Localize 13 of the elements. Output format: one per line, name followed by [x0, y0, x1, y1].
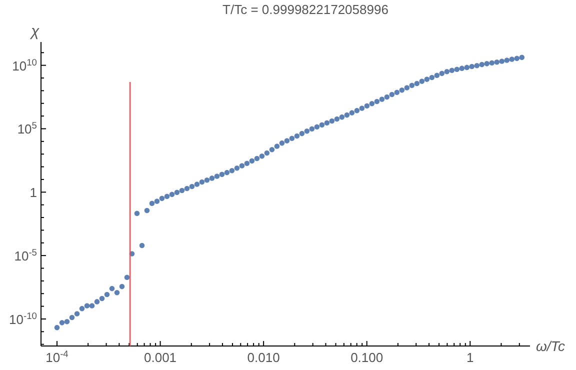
x-axis-title: ω/Tc [536, 338, 566, 354]
x-tick-label: 10$^{-4}$ [46, 349, 68, 365]
x-tick-label: 0.100 [350, 350, 384, 365]
chart-title: T/Tc = 0.9999822172058996 [222, 2, 388, 17]
y-axis-title: χ [29, 23, 40, 40]
y-tick-label: 1 [30, 185, 37, 200]
y-tick-label: 10$^{5}$ [17, 120, 37, 137]
y-tick-label: 10$^{-10}$ [9, 310, 37, 327]
x-tick-label: 1 [466, 350, 474, 365]
y-tick-label: 10$^{10}$ [12, 57, 37, 74]
x-tick-label: 0.010 [247, 350, 280, 365]
x-tick-label: 0.001 [144, 350, 177, 365]
y-tick-label: 10$^{-5}$ [14, 248, 37, 264]
